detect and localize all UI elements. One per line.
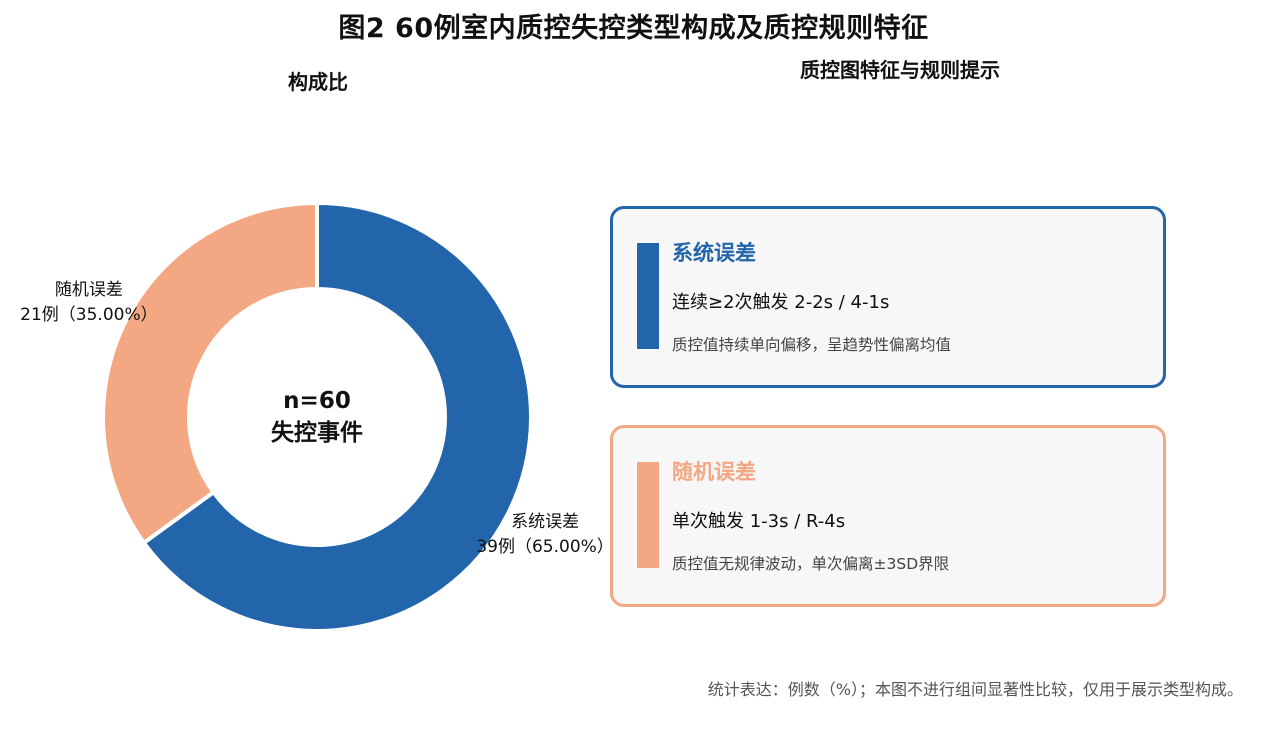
slice-labels: 系统误差 39例（65.00%） 随机误差 21例（35.00%） — [20, 280, 614, 557]
slice-label-0-line1: 系统误差 — [511, 512, 579, 532]
footnote: 统计表达：例数（%）；本图不进行组间显著性比较，仅用于展示类型构成。 — [707, 680, 1243, 699]
figure-title: 图2 60例室内质控失控类型构成及质控规则特征 — [338, 13, 929, 44]
right-panel-subtitle: 质控图特征与规则提示 — [800, 58, 1000, 82]
card-systematic-error: 系统误差 连续≥2次触发 2-2s / 4-1s 质控值持续单向偏移，呈趋势性偏… — [610, 206, 1166, 388]
left-panel-subtitle: 构成比 — [288, 70, 348, 94]
card-title: 随机误差 — [672, 460, 756, 484]
card-description: 质控值无规律波动，单次偏离±3SD界限 — [672, 555, 950, 573]
card-rule: 单次触发 1-3s / R-4s — [672, 511, 846, 532]
donut-slice-1 — [101, 200, 319, 546]
card-accent-bar — [637, 462, 659, 568]
center-label-caption: 失控事件 — [271, 419, 363, 446]
slice-label-1-line1: 随机误差 — [55, 280, 123, 300]
card-accent-bar — [637, 243, 659, 349]
donut-chart: 系统误差 39例（65.00%） 随机误差 21例（35.00%） n=60 失控事件 — [20, 200, 614, 633]
card-description: 质控值持续单向偏移，呈趋势性偏离均值 — [672, 336, 952, 354]
donut-slice-0 — [141, 200, 533, 633]
card-random-error: 随机误差 单次触发 1-3s / R-4s 质控值无规律波动，单次偏离±3SD界… — [610, 425, 1166, 607]
card-rule: 连续≥2次触发 2-2s / 4-1s — [672, 292, 890, 313]
card-title: 系统误差 — [672, 241, 756, 265]
center-label-count: n=60 — [283, 388, 351, 414]
donut-slices — [101, 200, 533, 633]
slice-label-0-line2: 39例（65.00%） — [476, 537, 613, 557]
slice-label-1-line2: 21例（35.00%） — [20, 305, 157, 325]
